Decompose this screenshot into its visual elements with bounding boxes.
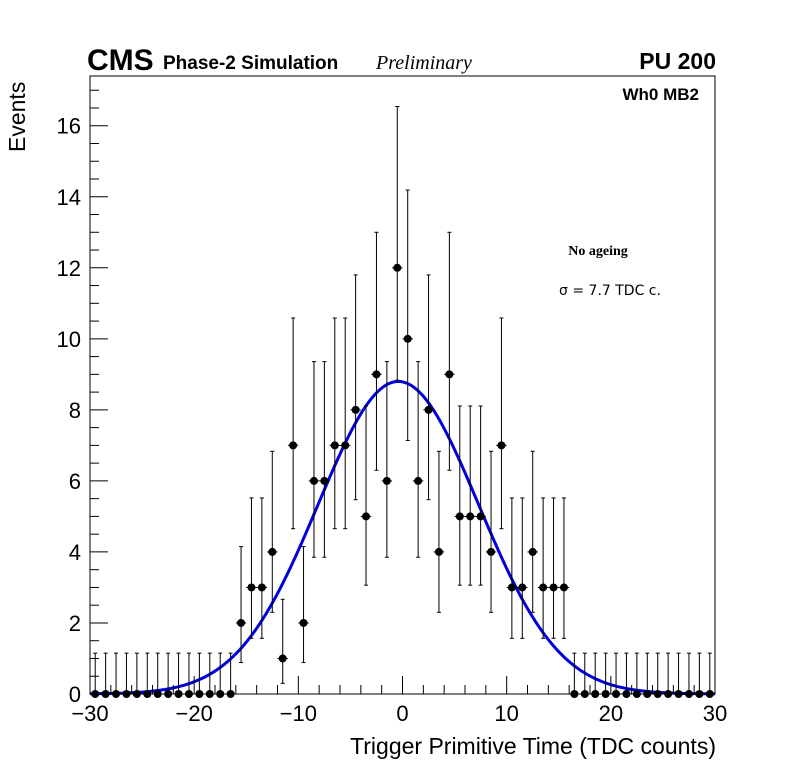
marker [320,476,329,485]
x-tick-label: 30 [703,701,727,726]
marker [289,441,298,450]
data-point [412,361,424,558]
data-point [444,231,455,471]
data-point [423,274,434,501]
region-label: Wh0 MB2 [623,85,700,104]
x-tick-label: −20 [176,701,213,726]
marker [497,441,506,450]
y-tick-label: 8 [69,398,81,423]
data-point [506,497,518,639]
x-tick-label: 10 [494,701,518,726]
data-point [256,497,268,639]
data-point [287,317,299,530]
data-point [402,189,413,441]
marker [330,441,339,450]
data-point [496,317,507,530]
y-tick-label: 2 [69,611,81,636]
marker [414,476,423,485]
data-point [235,546,247,664]
marker [268,547,277,556]
data-point [267,450,278,613]
data-point [350,274,361,501]
marker [445,370,454,379]
marker [278,654,287,663]
data-point [558,497,570,639]
x-tick-label: 0 [396,701,408,726]
marker [341,441,350,450]
data-point [454,405,465,586]
y-tick-label: 16 [57,114,81,139]
data-point [340,317,351,530]
data-point [381,361,393,558]
marker [518,583,527,592]
pileup-label: PU 200 [639,48,716,74]
marker [539,583,548,592]
data-point [329,317,340,530]
marker [403,334,412,343]
y-tick-label: 10 [57,327,81,352]
marker [393,263,402,272]
data-point [527,450,538,613]
data-point [319,361,330,558]
data-point [517,497,528,639]
marker [362,512,371,521]
marker [382,476,391,485]
data-point [485,450,497,613]
marker [455,512,464,521]
x-tick-label: −30 [71,701,108,726]
marker [424,405,433,414]
data-point [298,546,309,664]
x-tick-label: 20 [599,701,623,726]
marker [299,618,308,627]
data-point [308,361,320,558]
data-point [392,105,403,381]
data-point [277,598,288,684]
data-point [537,497,549,639]
data-point [475,405,486,586]
data-point [465,405,476,586]
y-tick-label: 12 [57,256,81,281]
data-point [360,405,372,586]
y-tick-label: 14 [57,185,81,210]
marker [476,512,485,521]
marker [372,370,381,379]
data-point [246,497,257,639]
status-label: Preliminary [375,52,472,74]
marker [507,583,516,592]
marker [257,583,266,592]
experiment-label: CMS [87,44,154,77]
subtitle-label: Phase-2 Simulation [163,53,338,74]
marker [559,583,568,592]
annotation-sigma: σ = 7.7 TDC c. [559,283,661,299]
plot-frame [89,75,716,695]
data-point [371,231,382,471]
marker [487,547,496,556]
marker [247,583,256,592]
y-tick-label: 0 [69,682,81,707]
marker [434,547,443,556]
marker [237,618,246,627]
x-tick-label: −10 [280,701,317,726]
marker [549,583,558,592]
data-point [433,450,445,613]
marker [466,512,475,521]
marker [528,547,537,556]
marker [351,405,360,414]
y-tick-label: 4 [69,540,81,565]
data-point [548,497,559,639]
axes-layer: −30 −20 −10 0 10 20 30 0 2 4 6 8 10 12 14 16 [57,89,727,726]
y-axis-title: Events [4,82,30,152]
marker [309,476,318,485]
y-tick-label: 6 [69,469,81,494]
annotation-title: No ageing [568,244,628,259]
x-axis-title: Trigger Primitive Time (TDC counts) [350,733,716,759]
